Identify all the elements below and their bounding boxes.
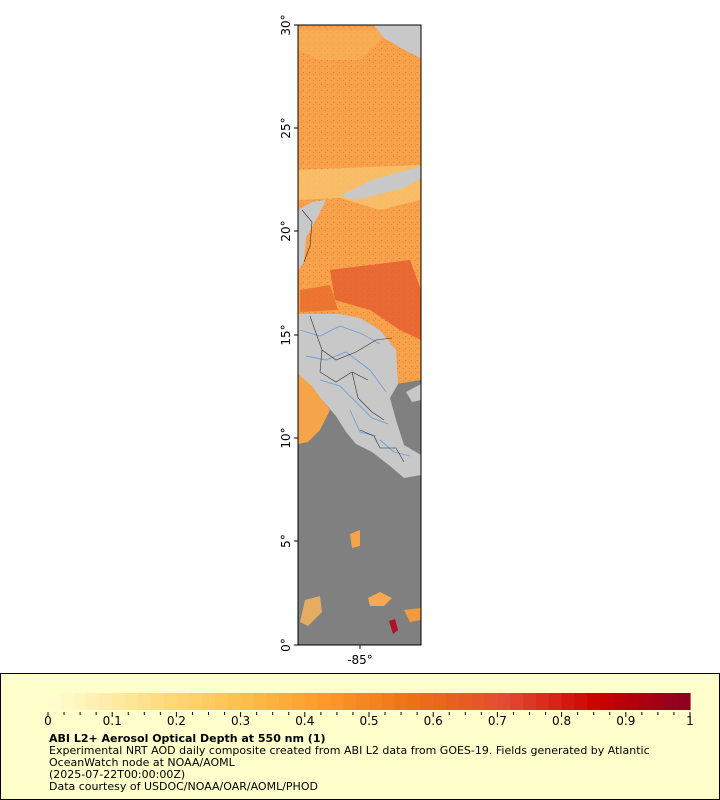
colorbar-cell xyxy=(446,693,460,710)
colorbar-tick-label: 0.2 xyxy=(167,714,186,728)
lat-label-15: 15° xyxy=(279,324,293,345)
colorbar-cell xyxy=(471,693,486,710)
colorbar-cell xyxy=(497,693,511,710)
pacific-aod-patch-2 xyxy=(368,592,392,606)
pacific-aod-patch-3 xyxy=(404,608,421,622)
colorbar-cell xyxy=(420,693,434,710)
aod-high-patch-2 xyxy=(300,285,338,312)
colorbar-cell xyxy=(330,693,344,710)
colorbar-cell xyxy=(163,693,177,710)
colorbar-tick-label: 0.3 xyxy=(231,714,250,728)
colorbar-cells xyxy=(48,693,691,710)
colorbar-cell xyxy=(317,693,332,710)
colorbar-cell xyxy=(356,693,370,710)
legend-date: (2025-07-22T00:00:00Z) xyxy=(49,768,186,781)
colorbar-cell xyxy=(112,693,126,710)
legend-credit: Data courtesy of USDOC/NOAA/OAR/AOML/PHO… xyxy=(49,780,318,793)
high-aod-spot xyxy=(389,619,398,634)
colorbar-cell xyxy=(343,693,357,710)
borders xyxy=(301,209,405,463)
colorbar-cell xyxy=(523,693,537,710)
colorbar-cell xyxy=(664,693,678,710)
colorbar-cell xyxy=(214,693,229,710)
colorbar-cell xyxy=(266,693,280,710)
florida-land xyxy=(374,25,421,58)
colorbar-cell xyxy=(240,693,255,710)
map-frame: 0° 5° 10° 15° 20° 25° 30° -85° xyxy=(279,14,422,667)
colorbar-cell xyxy=(48,693,62,710)
colorbar-cell xyxy=(677,693,691,710)
colorbar-ticks: 0 0.1 0.2 0.3 0.4 0.5 0.6 0.7 0.8 0.9 1 xyxy=(44,712,694,728)
legend-panel: 0 0.1 0.2 0.3 0.4 0.5 0.6 0.7 0.8 0.9 1 ABI L2+ Ae… xyxy=(0,673,720,800)
legend-description: Experimental NRT AOD daily composite cre… xyxy=(49,744,650,757)
colorbar-tick-label: 0.5 xyxy=(359,714,378,728)
colorbar-tick-label: 0.7 xyxy=(488,714,507,728)
lon-axis: -85° xyxy=(347,645,373,667)
colorbar-cell xyxy=(587,693,601,710)
yucatan-land xyxy=(298,200,326,270)
pacific-aod-patch-5 xyxy=(350,530,360,548)
lat-label-25: 25° xyxy=(279,117,293,138)
colorbar-tick-label: 0.1 xyxy=(103,714,122,728)
lat-label-10: 10° xyxy=(279,427,293,448)
colorbar-cell xyxy=(484,693,498,710)
legend-caption: ABI L2+ Aerosol Optical Depth at 550 nm … xyxy=(49,733,650,793)
colorbar-cell xyxy=(407,693,421,710)
colorbar-cell xyxy=(99,693,113,710)
colorbar-cell xyxy=(279,693,293,710)
colorbar-cell xyxy=(638,693,653,710)
colorbar-cell xyxy=(600,693,614,710)
colorbar-tick-label: 0.4 xyxy=(295,714,314,728)
colorbar-cell xyxy=(369,693,383,710)
colorbar-cell xyxy=(150,693,165,710)
colorbar-cell xyxy=(535,693,550,710)
pacific-aod-patch xyxy=(298,374,330,444)
colorbar-cell xyxy=(176,693,190,710)
colorbar-cell xyxy=(651,693,665,710)
colorbar-tick-label: 0 xyxy=(44,714,52,728)
colorbar-cell xyxy=(137,693,152,710)
colorbar-cell xyxy=(394,693,409,710)
colorbar-tick-label: 0.6 xyxy=(424,714,443,728)
colorbar-cell xyxy=(227,693,242,710)
legend-description-cont: OceanWatch node at NOAA/AOML xyxy=(49,756,235,769)
pacific-aod-patch-4 xyxy=(300,596,322,626)
colorbar-cell xyxy=(625,693,640,710)
colorbar-cell xyxy=(381,693,396,710)
colorbar-cell xyxy=(202,693,216,710)
cuba-land xyxy=(340,166,421,200)
lat-label-5: 5° xyxy=(279,534,293,548)
lon-label-minus-85: -85° xyxy=(347,653,373,667)
colorbar-cell xyxy=(612,693,627,710)
colorbar-cell xyxy=(73,693,88,710)
colorbar-tick-label: 0.9 xyxy=(616,714,635,728)
south-america-land xyxy=(406,384,421,402)
colorbar-cell xyxy=(574,693,588,710)
colorbar-cell xyxy=(510,693,524,710)
colorbar-cell xyxy=(60,693,75,710)
colorbar-tick-label: 0.8 xyxy=(552,714,571,728)
colorbar: 0 0.1 0.2 0.3 0.4 0.5 0.6 0.7 0.8 0.9 1 xyxy=(44,693,694,728)
aod-high-patch xyxy=(330,260,421,340)
colorbar-cell xyxy=(86,693,100,710)
aod-lighter-band-top xyxy=(298,30,390,60)
lat-axis: 0° 5° 10° 15° 20° 25° 30° xyxy=(279,14,298,652)
colorbar-cell xyxy=(458,693,473,710)
legend-title: ABI L2+ Aerosol Optical Depth at 550 nm … xyxy=(49,732,326,745)
colorbar-cell xyxy=(548,693,563,710)
map-plot xyxy=(298,25,421,645)
colorbar-cell xyxy=(433,693,447,710)
lat-label-20: 20° xyxy=(279,220,293,241)
colorbar-tick-label: 1 xyxy=(686,714,694,728)
colorbar-cell xyxy=(304,693,319,710)
colorbar-cell xyxy=(291,693,306,710)
lat-label-30: 30° xyxy=(279,14,293,35)
colorbar-cell xyxy=(125,693,139,710)
colorbar-cell xyxy=(253,693,267,710)
colorbar-cell xyxy=(561,693,576,710)
lat-label-0: 0° xyxy=(279,638,293,652)
colorbar-cell xyxy=(189,693,203,710)
